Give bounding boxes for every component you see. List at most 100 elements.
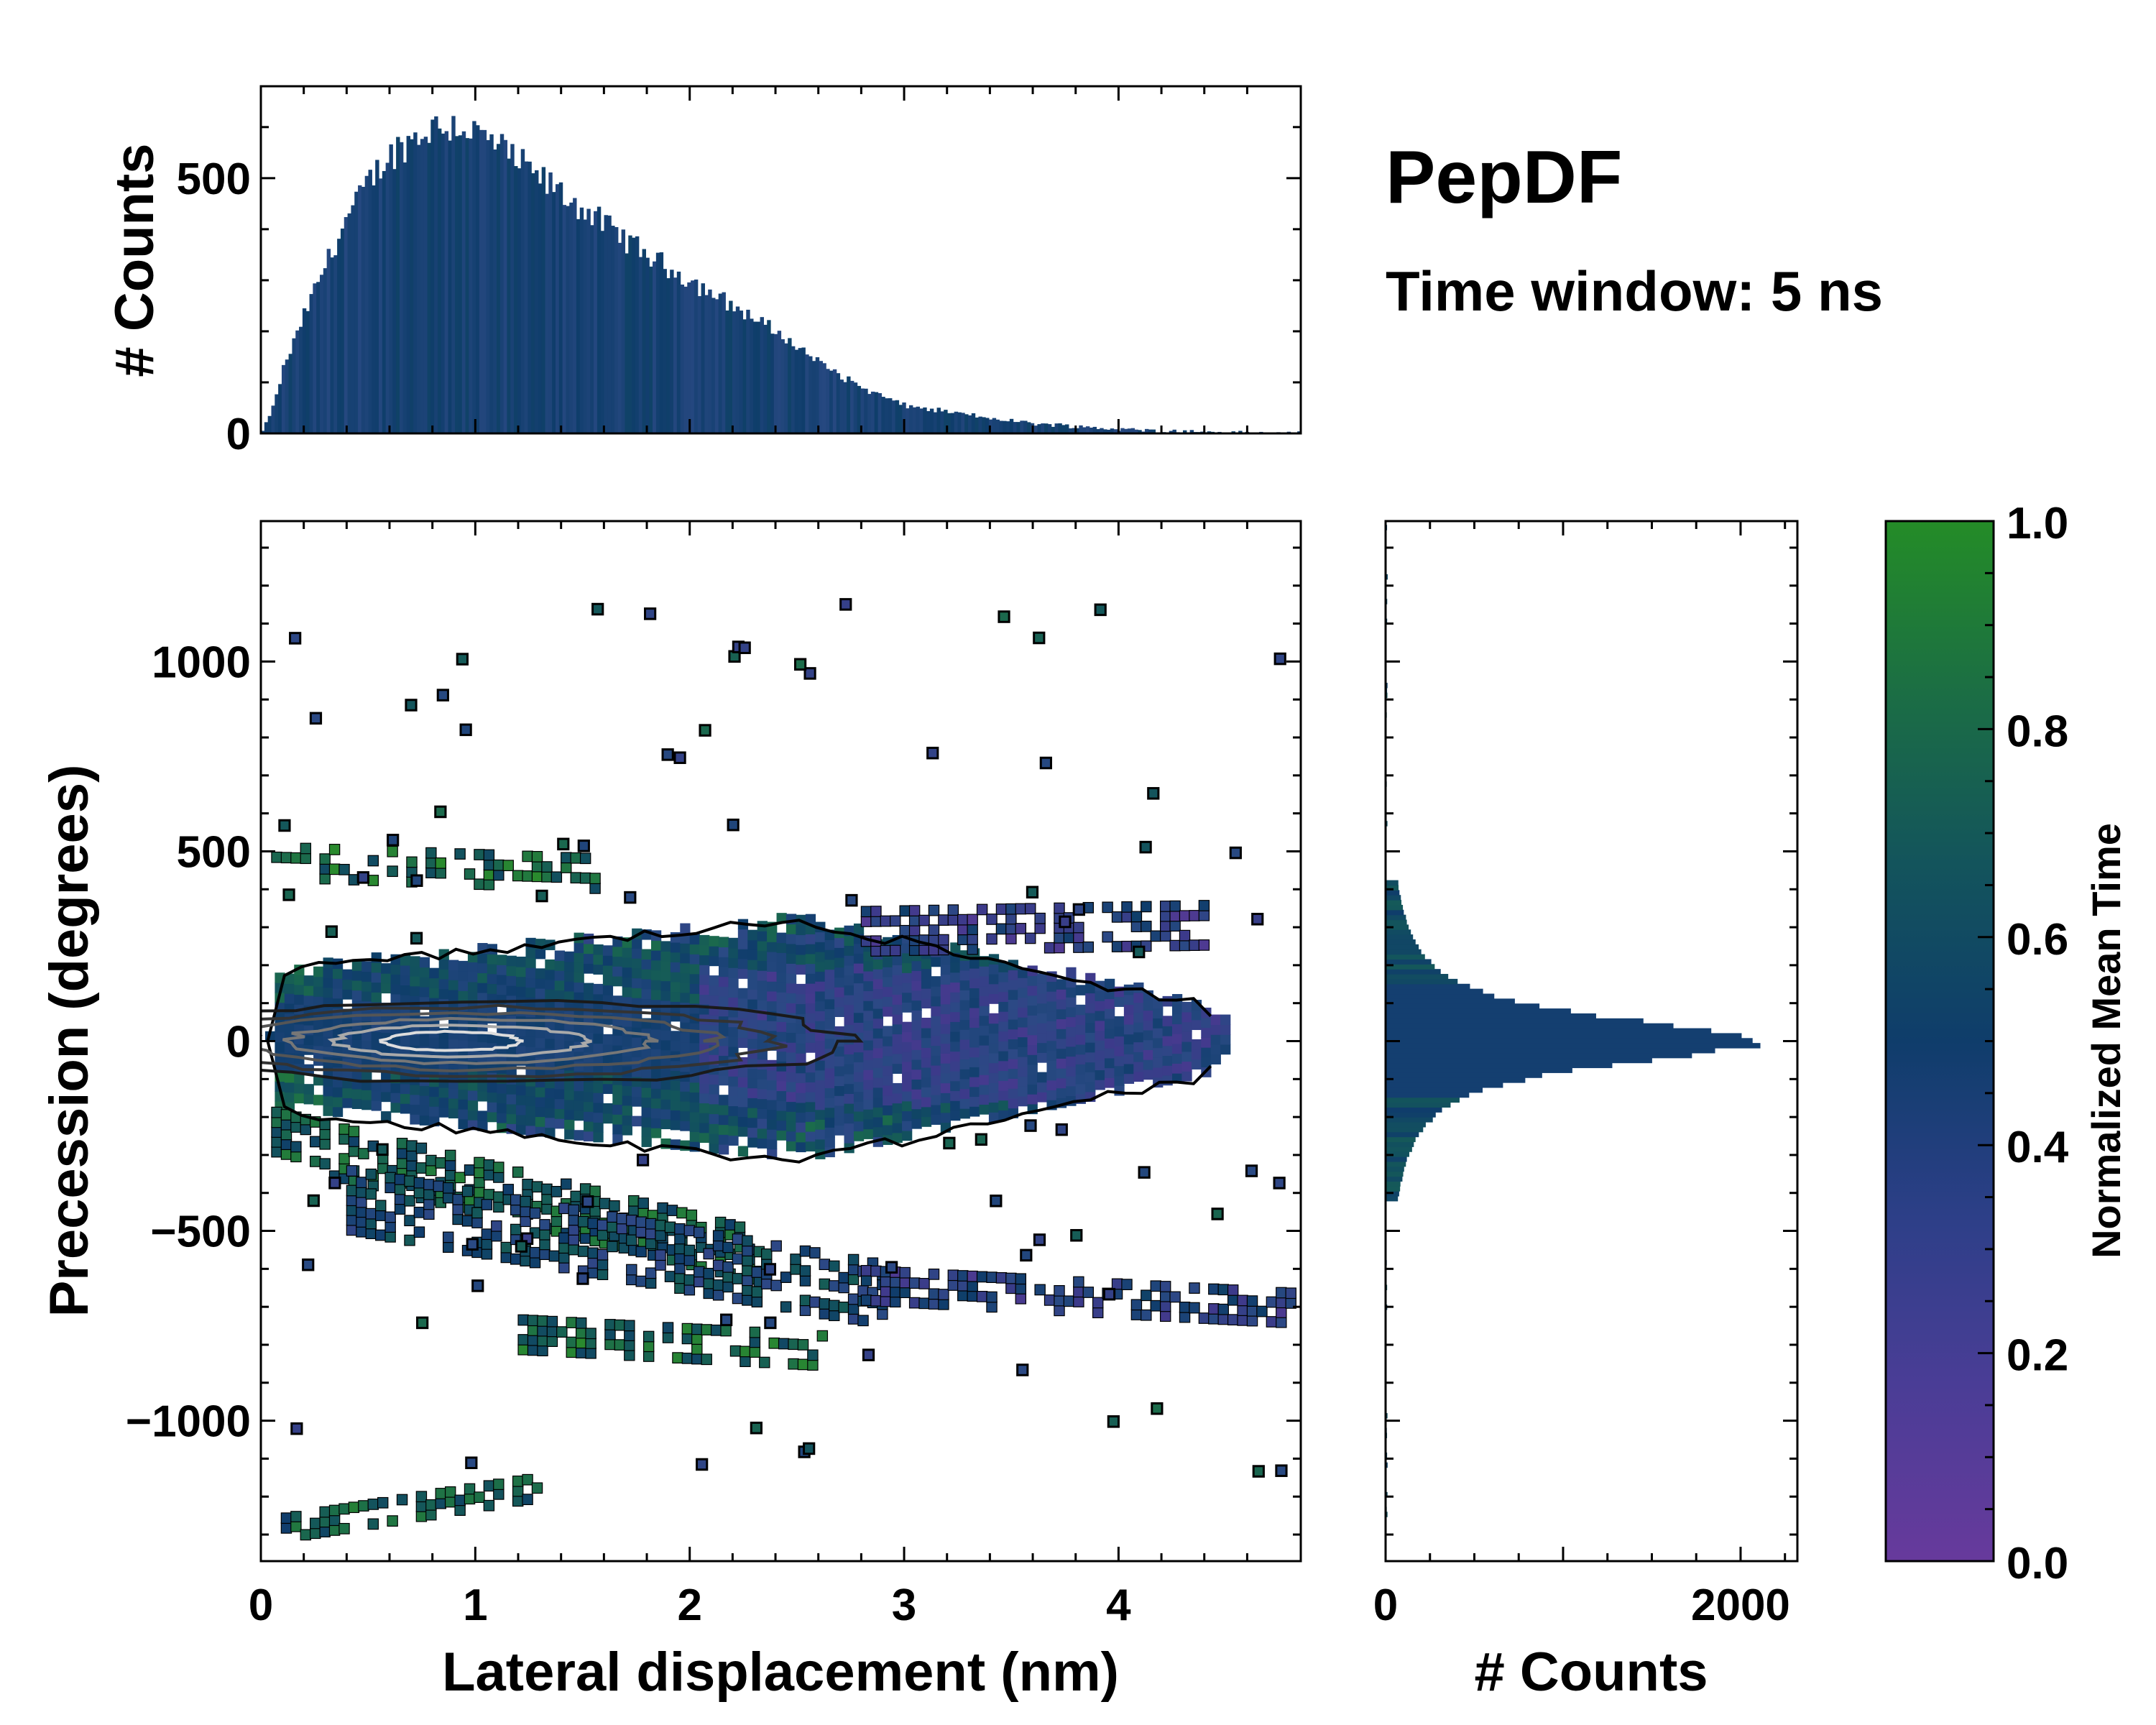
heatmap-cell bbox=[786, 983, 797, 994]
heatmap-cell bbox=[425, 1499, 437, 1511]
heatmap-cell bbox=[564, 1090, 575, 1100]
right-bar bbox=[1386, 944, 1419, 950]
heatmap-cell bbox=[1056, 998, 1067, 1010]
heatmap-cell bbox=[497, 974, 507, 985]
heatmap-cell bbox=[641, 1067, 652, 1078]
heatmap-cell bbox=[931, 1075, 941, 1086]
heatmap-cell bbox=[1105, 1047, 1115, 1059]
heatmap-cell bbox=[853, 962, 865, 974]
heatmap-cell bbox=[491, 1220, 502, 1232]
heatmap-cell bbox=[493, 1201, 505, 1213]
heatmap-outlier-cell bbox=[839, 598, 852, 611]
heatmap-cell bbox=[271, 1126, 282, 1138]
heatmap-cell bbox=[531, 851, 543, 862]
heatmap-cell bbox=[477, 1110, 488, 1121]
heatmap-cell bbox=[602, 1064, 614, 1075]
heatmap-cell bbox=[988, 983, 1000, 995]
heatmap-cell bbox=[1046, 990, 1057, 1002]
heatmap-cell bbox=[539, 1219, 550, 1230]
heatmap-cell bbox=[902, 1071, 913, 1082]
heatmap-cell bbox=[1114, 1065, 1125, 1077]
heatmap-outlier-cell bbox=[410, 874, 423, 887]
heatmap-cell bbox=[438, 1097, 449, 1108]
heatmap-cell bbox=[683, 1284, 696, 1296]
heatmap-cell bbox=[493, 859, 505, 871]
heatmap-cell bbox=[1027, 1005, 1038, 1016]
main-ytick-label: 0 bbox=[226, 1018, 251, 1067]
heatmap-cell bbox=[931, 1114, 941, 1125]
heatmap-cell bbox=[1027, 1074, 1038, 1085]
heatmap-cell bbox=[632, 988, 642, 998]
heatmap-cell bbox=[883, 1026, 893, 1036]
heatmap-cell bbox=[1159, 1290, 1171, 1302]
heatmap-cell bbox=[593, 1112, 604, 1123]
heatmap-cell bbox=[767, 1070, 778, 1081]
right-bar bbox=[1386, 1092, 1470, 1098]
heatmap-cell bbox=[1066, 1036, 1077, 1047]
heatmap-cell bbox=[829, 1310, 840, 1322]
top-bar bbox=[638, 257, 643, 433]
heatmap-cell bbox=[969, 1036, 980, 1048]
heatmap-cell bbox=[356, 1196, 367, 1208]
heatmap-cell bbox=[699, 994, 710, 1005]
heatmap-cell bbox=[979, 965, 990, 977]
heatmap-cell bbox=[626, 1215, 637, 1226]
right-xtick-label: 2000 bbox=[1691, 1581, 1790, 1630]
heatmap-cell bbox=[497, 965, 507, 975]
heatmap-cell bbox=[280, 1512, 292, 1524]
heatmap-cell bbox=[516, 1085, 527, 1095]
heatmap-cell bbox=[342, 1087, 353, 1098]
heatmap-cell bbox=[979, 1035, 990, 1046]
top-bar bbox=[632, 237, 636, 433]
heatmap-cell bbox=[1075, 1073, 1086, 1085]
heatmap-cell bbox=[351, 980, 363, 991]
heatmap-cell bbox=[899, 1276, 911, 1289]
top-bar bbox=[548, 172, 553, 433]
heatmap-cell bbox=[1181, 1001, 1192, 1013]
heatmap-cell bbox=[824, 939, 835, 950]
heatmap-cell bbox=[757, 950, 768, 961]
heatmap-cell bbox=[1075, 1083, 1086, 1095]
heatmap-cell bbox=[584, 1131, 594, 1142]
heatmap-cell bbox=[1005, 903, 1017, 915]
heatmap-cell bbox=[1169, 920, 1181, 932]
heatmap-cell bbox=[950, 1070, 961, 1082]
heatmap-cell bbox=[892, 1082, 903, 1094]
heatmap-cell bbox=[394, 1193, 406, 1205]
heatmap-cell bbox=[1181, 1071, 1192, 1082]
heatmap-cell bbox=[796, 1043, 806, 1054]
heatmap-cell bbox=[1208, 1303, 1220, 1315]
heatmap-cell bbox=[666, 1205, 678, 1216]
heatmap-cell bbox=[568, 1233, 579, 1246]
heatmap-cell bbox=[1085, 1052, 1096, 1063]
heatmap-cell bbox=[328, 1524, 341, 1536]
heatmap-cell bbox=[680, 1090, 691, 1102]
heatmap-cell bbox=[413, 1206, 425, 1218]
heatmap-cell bbox=[1015, 903, 1027, 915]
heatmap-cell bbox=[541, 1203, 553, 1215]
heatmap-cell bbox=[1027, 1015, 1038, 1026]
heatmap-cell bbox=[911, 970, 922, 981]
heatmap-cell bbox=[931, 995, 941, 1007]
heatmap-cell bbox=[454, 1172, 466, 1184]
heatmap-cell bbox=[911, 1010, 922, 1021]
heatmap-cell bbox=[737, 1106, 749, 1118]
top-bar bbox=[1006, 421, 1010, 433]
top-bar bbox=[541, 167, 546, 433]
top-bar bbox=[1085, 426, 1090, 433]
top-bar bbox=[1065, 424, 1069, 433]
heatmap-cell bbox=[838, 1301, 849, 1313]
heatmap-cell bbox=[1008, 1018, 1018, 1030]
heatmap-cell bbox=[522, 1494, 533, 1506]
heatmap-cell bbox=[467, 991, 479, 1002]
heatmap-cell bbox=[979, 1074, 990, 1085]
top-bar bbox=[330, 257, 334, 433]
heatmap-cell bbox=[890, 1276, 901, 1288]
heatmap-cell bbox=[390, 983, 401, 995]
heatmap-cell bbox=[527, 1325, 539, 1336]
heatmap-cell bbox=[554, 950, 565, 961]
heatmap-cell bbox=[979, 985, 990, 996]
heatmap-outlier-cell bbox=[764, 1316, 777, 1330]
heatmap-cell bbox=[554, 990, 565, 1000]
top-bar bbox=[1026, 422, 1031, 433]
